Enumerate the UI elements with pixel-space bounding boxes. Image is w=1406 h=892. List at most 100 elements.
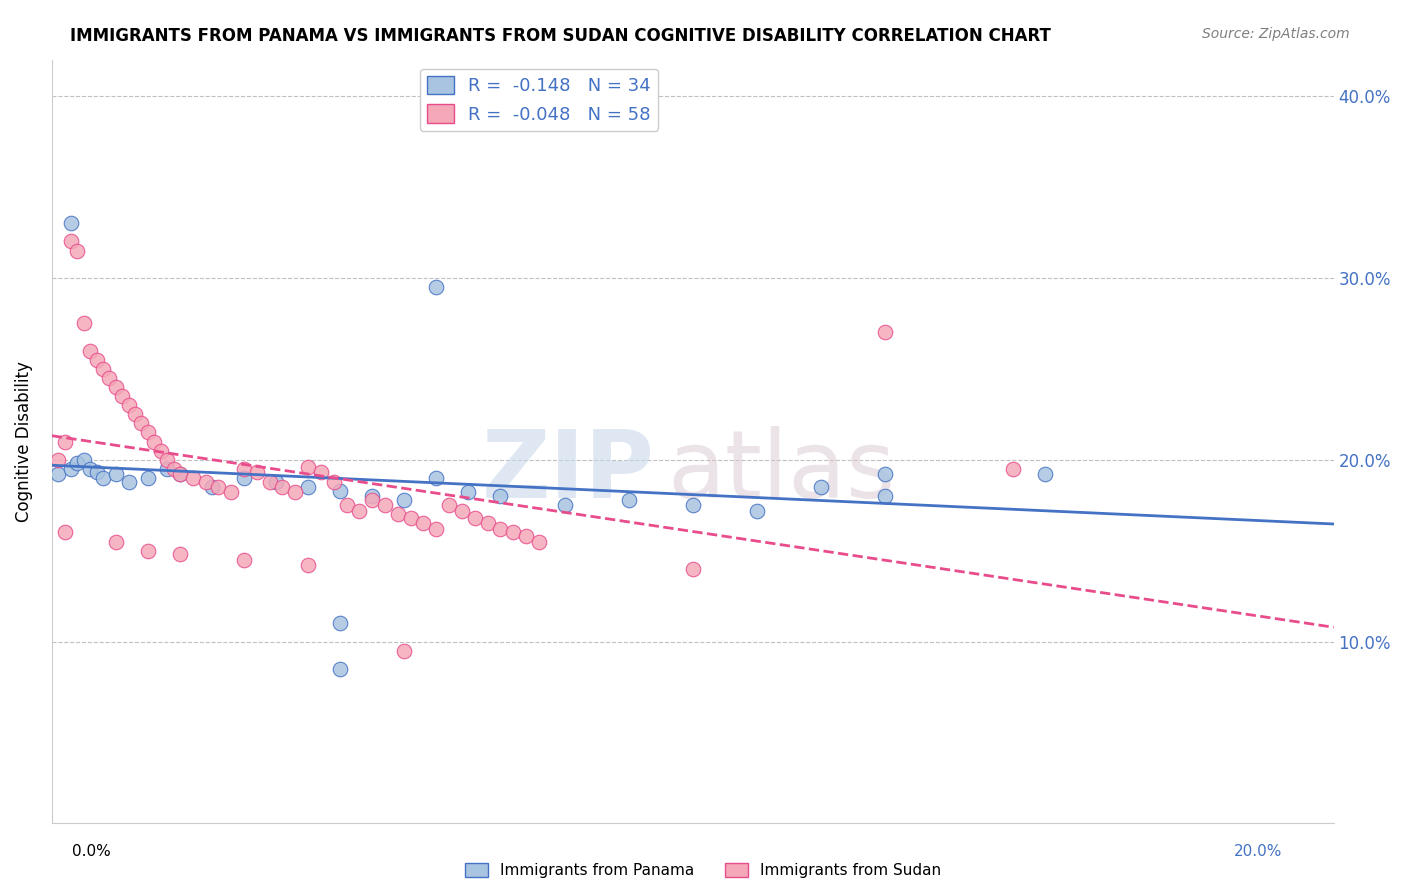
Point [86, 466, 108, 480]
Text: IMMIGRANTS FROM PANAMA VS IMMIGRANTS FROM SUDAN COGNITIVE DISABILITY CORRELATION: IMMIGRANTS FROM PANAMA VS IMMIGRANTS FRO… [70, 27, 1052, 45]
Point [233, 553, 256, 567]
Point [553, 498, 575, 512]
Point [329, 616, 352, 631]
Point [1033, 467, 1056, 482]
Point [66, 244, 89, 258]
Point [118, 398, 141, 412]
Point [136, 425, 159, 440]
Point [873, 489, 896, 503]
Point [259, 475, 281, 489]
Point [219, 485, 242, 500]
Point [181, 471, 204, 485]
Point [399, 511, 422, 525]
Point [322, 475, 344, 489]
Text: 0.0%: 0.0% [72, 845, 111, 859]
Point [309, 466, 332, 480]
Point [489, 489, 512, 503]
Point [682, 498, 704, 512]
Point [91, 471, 114, 485]
Point [46, 452, 69, 467]
Point [156, 452, 179, 467]
Point [682, 562, 704, 576]
Point [79, 343, 101, 358]
Point [387, 508, 409, 522]
Point [349, 503, 371, 517]
Point [149, 443, 172, 458]
Legend: Immigrants from Panama, Immigrants from Sudan: Immigrants from Panama, Immigrants from … [458, 857, 948, 884]
Point [53, 434, 76, 449]
Point [264, 475, 287, 489]
Point [394, 643, 416, 657]
Point [271, 480, 294, 494]
Point [111, 389, 134, 403]
Point [79, 462, 101, 476]
Point [873, 326, 896, 340]
Point [502, 525, 524, 540]
Point [156, 462, 179, 476]
Point [124, 407, 146, 421]
Point [73, 452, 96, 467]
Point [169, 467, 191, 482]
Point [477, 516, 499, 531]
Point [810, 480, 832, 494]
Point [169, 467, 191, 482]
Point [394, 492, 416, 507]
Point [246, 466, 269, 480]
Point [104, 380, 127, 394]
Point [425, 471, 447, 485]
Point [412, 516, 434, 531]
Point [233, 462, 256, 476]
Point [451, 503, 474, 517]
Point [745, 503, 768, 517]
Point [207, 480, 229, 494]
Point [336, 498, 359, 512]
Y-axis label: Cognitive Disability: Cognitive Disability [15, 361, 32, 522]
Point [437, 498, 460, 512]
Point [329, 483, 352, 498]
Point [104, 534, 127, 549]
Point [329, 662, 352, 676]
Point [297, 460, 319, 475]
Point [425, 280, 447, 294]
Point [361, 492, 384, 507]
Text: Source: ZipAtlas.com: Source: ZipAtlas.com [1202, 27, 1350, 41]
Point [425, 522, 447, 536]
Text: ZIP: ZIP [481, 426, 654, 518]
Point [143, 434, 166, 449]
Point [515, 529, 537, 543]
Point [284, 485, 307, 500]
Point [59, 462, 82, 476]
Legend: R =  -0.148   N = 34, R =  -0.048   N = 58: R = -0.148 N = 34, R = -0.048 N = 58 [419, 69, 658, 131]
Point [66, 456, 89, 470]
Point [73, 316, 96, 330]
Point [489, 522, 512, 536]
Point [297, 480, 319, 494]
Point [162, 462, 184, 476]
Point [91, 361, 114, 376]
Point [86, 352, 108, 367]
Point [297, 558, 319, 573]
Point [98, 371, 121, 385]
Point [53, 525, 76, 540]
Point [136, 471, 159, 485]
Point [374, 498, 396, 512]
Text: 20.0%: 20.0% [1234, 845, 1282, 859]
Point [464, 511, 486, 525]
Point [131, 417, 153, 431]
Point [233, 471, 256, 485]
Point [457, 485, 479, 500]
Point [136, 543, 159, 558]
Point [118, 475, 141, 489]
Point [873, 467, 896, 482]
Text: atlas: atlas [666, 426, 896, 518]
Point [617, 492, 640, 507]
Point [527, 534, 550, 549]
Point [46, 467, 69, 482]
Point [59, 235, 82, 249]
Point [104, 467, 127, 482]
Point [361, 489, 384, 503]
Point [169, 547, 191, 561]
Point [59, 216, 82, 230]
Point [201, 480, 224, 494]
Point [194, 475, 217, 489]
